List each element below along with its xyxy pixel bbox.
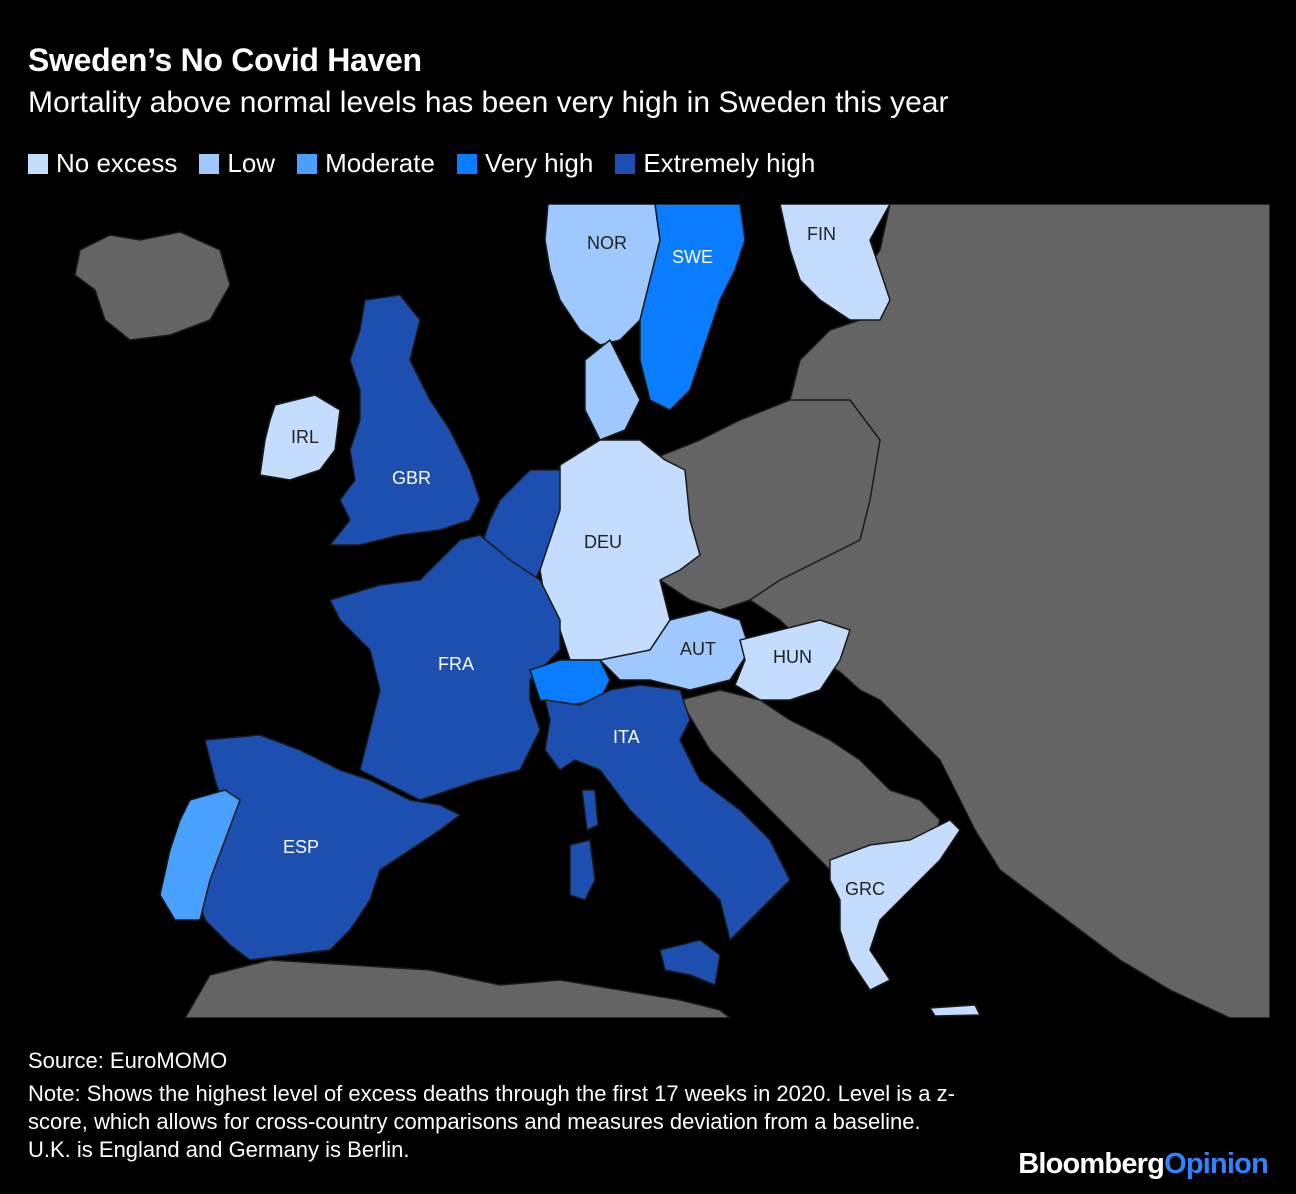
label-DEU: DEU: [584, 532, 622, 552]
country-FRA: [329, 534, 561, 801]
country-IRL: [259, 394, 341, 481]
country-HUN: [734, 619, 851, 701]
label-ITA: ITA: [613, 727, 640, 747]
bloomberg-opinion-logo: BloombergOpinion: [1018, 1148, 1269, 1181]
legend-item-extremely-high: Extremely high: [615, 148, 815, 179]
label-NOR: NOR: [587, 233, 627, 253]
island-crete: [929, 1004, 981, 1017]
source-note: Source: EuroMOMO: [28, 1048, 228, 1073]
legend-item-no-excess: No excess: [28, 148, 177, 179]
brand-part1: Bloomberg: [1018, 1148, 1165, 1180]
chart-title: Sweden’s No Covid Haven: [28, 42, 422, 78]
legend-label: Low: [227, 148, 276, 178]
land-central: [649, 399, 881, 611]
legend-label: No excess: [56, 148, 178, 178]
legend-swatch-low: [199, 153, 220, 174]
country-GBR: [329, 294, 481, 546]
label-SWE: SWE: [672, 247, 713, 267]
country-SWE: [639, 204, 746, 411]
footnote: Note: Shows the highest level of excess …: [28, 1081, 955, 1162]
country-ITA-sardinia: [569, 839, 596, 901]
legend-swatch-very-high: [456, 153, 477, 174]
label-HUN: HUN: [773, 647, 812, 667]
country-ITA-sicily: [659, 939, 721, 986]
legend-label: Very high: [484, 148, 594, 178]
chart-subtitle: Mortality above normal levels has been v…: [28, 86, 949, 119]
country-FIN: [779, 204, 891, 321]
label-GRC: GRC: [845, 879, 885, 899]
label-ESP: ESP: [283, 837, 319, 857]
label-GBR: GBR: [392, 468, 431, 488]
label-AUT: AUT: [680, 639, 716, 659]
legend-swatch-extremely-high: [615, 153, 636, 174]
land-north-africa: [184, 959, 731, 1018]
legend-item-low: Low: [199, 148, 275, 179]
country-PRT: [159, 789, 241, 921]
label-IRL: IRL: [291, 427, 319, 447]
country-GRC: [829, 819, 961, 991]
country-ITA: [544, 684, 791, 941]
legend-label: Extremely high: [643, 148, 816, 178]
label-FIN: FIN: [807, 224, 836, 244]
legend-swatch-moderate: [297, 153, 318, 174]
island-corsica: [581, 789, 599, 831]
legend-item-very-high: Very high: [456, 148, 594, 179]
legend-label: Moderate: [325, 148, 435, 178]
legend: No excess Low Moderate Very high Extreme…: [28, 148, 815, 179]
land-iceland: [74, 231, 231, 341]
legend-item-moderate: Moderate: [297, 148, 435, 179]
label-FRA: FRA: [438, 654, 474, 674]
brand-part2: Opinion: [1164, 1148, 1269, 1180]
legend-swatch-no-excess: [28, 153, 48, 174]
country-DNK: [584, 339, 641, 441]
